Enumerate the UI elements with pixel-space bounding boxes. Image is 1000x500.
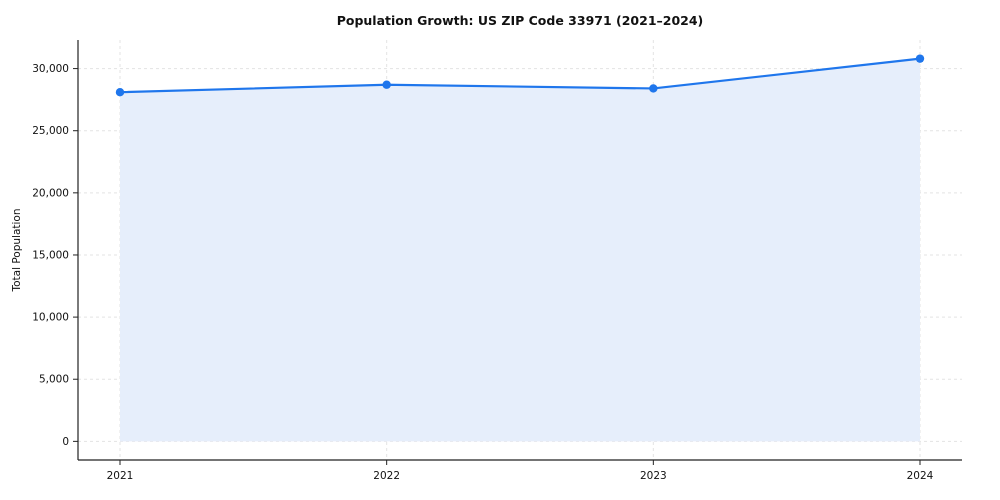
data-point-2021 bbox=[115, 87, 125, 97]
data-point-2024 bbox=[915, 54, 925, 63]
chart-title: Population Growth: US ZIP Code 33971 (20… bbox=[336, 13, 704, 28]
x-tick-label: 2021 bbox=[107, 470, 134, 482]
y-tick-label: 10,000 bbox=[32, 312, 69, 324]
area-fill bbox=[120, 58, 920, 442]
data-point-2023 bbox=[649, 84, 658, 93]
x-tick-label: 2023 bbox=[640, 470, 667, 482]
y-tick-label: 5,000 bbox=[39, 374, 69, 386]
y-tick-label: 15,000 bbox=[32, 249, 69, 261]
y-tick-label: 20,000 bbox=[32, 187, 69, 199]
x-tick-label: 2022 bbox=[373, 470, 400, 482]
y-tick-label: 25,000 bbox=[32, 125, 69, 137]
x-tick-label: 2024 bbox=[907, 470, 934, 482]
y-tick-label: 30,000 bbox=[32, 63, 69, 75]
data-point-2022 bbox=[382, 80, 391, 89]
y-tick-label: 0 bbox=[62, 436, 69, 448]
trend-line bbox=[118, 57, 922, 94]
